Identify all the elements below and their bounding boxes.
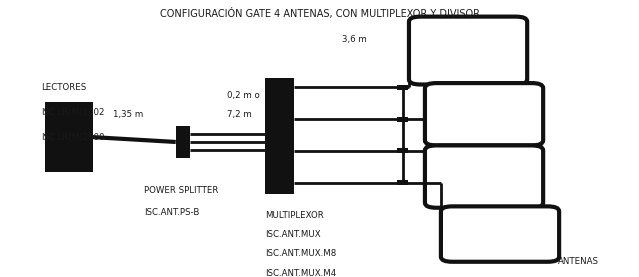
Bar bbox=[45, 102, 93, 172]
Bar bbox=[397, 148, 408, 153]
Text: LECTORES: LECTORES bbox=[42, 83, 87, 92]
FancyBboxPatch shape bbox=[441, 206, 559, 262]
Bar bbox=[265, 78, 294, 194]
Text: ISC.LR(M)1002: ISC.LR(M)1002 bbox=[42, 108, 105, 117]
Text: 3,6 m: 3,6 m bbox=[342, 35, 367, 44]
FancyBboxPatch shape bbox=[425, 83, 543, 145]
Text: 7,2 m: 7,2 m bbox=[227, 110, 252, 119]
Bar bbox=[397, 85, 408, 90]
Bar bbox=[397, 180, 408, 185]
Text: ISC.ANT.PS-B: ISC.ANT.PS-B bbox=[144, 208, 199, 217]
FancyBboxPatch shape bbox=[425, 145, 543, 208]
Text: ISC.LR(M)2500: ISC.LR(M)2500 bbox=[42, 133, 105, 142]
Text: POWER SPLITTER: POWER SPLITTER bbox=[144, 186, 218, 194]
Text: ISC.ANT.MUX.M8: ISC.ANT.MUX.M8 bbox=[265, 249, 337, 258]
Text: MULTIPLEXOR: MULTIPLEXOR bbox=[265, 211, 324, 219]
Text: ANTENAS: ANTENAS bbox=[558, 257, 599, 266]
Text: ISC.ANT.MUX.M4: ISC.ANT.MUX.M4 bbox=[265, 269, 337, 277]
Bar bbox=[176, 126, 190, 158]
Text: ISC.ANT.MUX: ISC.ANT.MUX bbox=[265, 230, 321, 239]
Text: 1,35 m: 1,35 m bbox=[112, 110, 143, 119]
Bar bbox=[397, 117, 408, 122]
FancyBboxPatch shape bbox=[409, 17, 527, 84]
Text: CONFIGURACIÓN GATE 4 ANTENAS, CON MULTIPLEXOR Y DIVISOR: CONFIGURACIÓN GATE 4 ANTENAS, CON MULTIP… bbox=[160, 8, 479, 19]
Text: 0,2 m o: 0,2 m o bbox=[227, 91, 259, 100]
